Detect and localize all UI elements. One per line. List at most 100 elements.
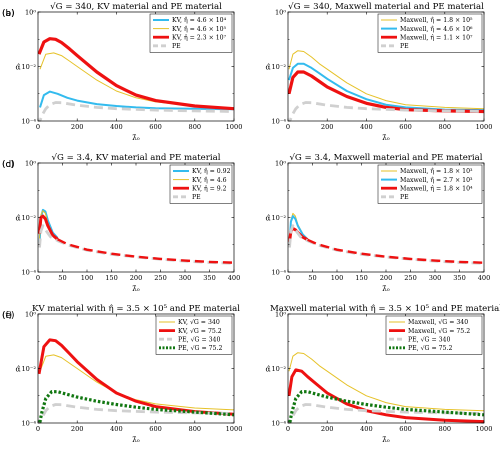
y-tick-label: 10⁻⁴	[21, 420, 36, 428]
legend-entry: PE	[400, 43, 409, 50]
x-tick-label: 300	[429, 274, 442, 282]
y-tick-label: 10⁻⁴	[271, 269, 286, 277]
panel-label: (d)	[2, 160, 15, 170]
y-tick-label: 10⁰	[275, 311, 286, 319]
legend-entry: KV, √G = 75.2	[178, 328, 222, 335]
y-tick-label: 10⁻²	[21, 365, 36, 373]
chart-title: √G = 3.4, KV material and PE material	[52, 153, 221, 163]
x-tick-label: 0	[286, 425, 290, 433]
x-axis-label: λ̂ₒ	[132, 133, 140, 142]
legend-entry: Maxwell, √G = 75.2	[408, 328, 470, 335]
x-tick-label: 200	[321, 123, 334, 131]
legend-entry: KV, η̂ = 9.2	[192, 185, 227, 192]
chart-panel: (b) √G = 340, Maxwell material and PE mat…	[2, 2, 492, 142]
x-tick-label: 400	[228, 274, 241, 282]
x-tick-label: 600	[399, 123, 412, 131]
x-tick-label: 350	[453, 274, 466, 282]
panel-label: (c)	[2, 160, 14, 170]
chart-panel: (e) KV material with η̂ = 3.5 × 10⁵ and P…	[2, 303, 242, 444]
y-axis-label: α̂	[15, 63, 20, 72]
series-line	[288, 403, 484, 423]
y-tick-label: 10⁰	[25, 160, 36, 168]
x-tick-label: 600	[399, 425, 412, 433]
legend: KV, √G = 340 KV, √G = 75.2PE, √G = 340 PE,…	[155, 315, 233, 355]
chart-title: Maxwell material with η̂ = 3.5 × 10⁵ and…	[270, 303, 500, 314]
x-tick-label: 200	[130, 274, 143, 282]
y-tick-label: 10⁻⁴	[271, 118, 286, 126]
x-tick-label: 0	[36, 123, 40, 131]
x-tick-label: 800	[189, 425, 202, 433]
x-tick-label: 0	[286, 123, 290, 131]
legend-entry: KV, η̂ = 4.6 × 10⁴	[172, 17, 227, 24]
legend-entry: KV, η̂ = 0.92	[192, 168, 231, 175]
y-tick-label: 10⁻⁴	[271, 420, 286, 428]
x-tick-label: 50	[58, 274, 66, 282]
y-tick-label: 10⁻⁴	[21, 118, 36, 126]
legend-entry: Maxwell, η̂ = 1.8 × 10³	[400, 168, 473, 175]
y-tick-label: 10⁻⁴	[21, 269, 36, 277]
legend: Maxwell, η̂ = 1.8 × 10⁵ Maxwell, η̂ = 4.6…	[377, 13, 483, 53]
legend-entry: PE, √G = 340	[178, 336, 220, 343]
y-axis-label: α̂	[15, 365, 20, 374]
y-tick-label: 10⁰	[275, 9, 286, 17]
series-line	[38, 101, 234, 121]
chart-title: KV material with η̂ = 3.5 × 10⁵ and PE m…	[32, 303, 240, 314]
x-tick-label: 200	[380, 274, 393, 282]
x-tick-label: 300	[179, 274, 192, 282]
x-tick-label: 800	[439, 123, 452, 131]
legend-entry: Maxwell, η̂ = 1.8 × 10⁵	[400, 17, 473, 24]
y-axis-label: α̂	[265, 365, 270, 374]
y-tick-label: 10⁻²	[271, 214, 286, 222]
series-line	[39, 90, 234, 111]
y-axis-label: α̂	[15, 214, 20, 223]
series-line	[38, 224, 234, 265]
y-tick-label: 10⁰	[25, 9, 36, 17]
series-line	[288, 101, 484, 121]
legend-entry: PE	[172, 43, 181, 50]
panel-label: (b)	[2, 9, 15, 19]
panel-label: (a)	[2, 9, 15, 19]
x-tick-label: 1000	[476, 425, 493, 433]
x-axis-label: λ̂ₒ	[382, 284, 390, 293]
legend-entry: PE, √G = 75.2	[178, 345, 222, 352]
x-tick-label: 200	[71, 123, 84, 131]
legend-entry: Maxwell, η̂ = 1.8 × 10⁴	[400, 185, 473, 192]
x-tick-label: 400	[360, 123, 373, 131]
series-line	[39, 354, 234, 411]
x-tick-label: 0	[36, 425, 40, 433]
x-tick-label: 350	[203, 274, 216, 282]
series-line	[38, 214, 59, 241]
x-tick-label: 600	[149, 123, 162, 131]
series-group	[288, 212, 484, 265]
legend-entry: KV, η̂ = 4.6	[192, 177, 227, 184]
x-tick-label: 400	[110, 425, 123, 433]
y-tick-label: 10⁰	[25, 311, 36, 319]
legend-entry: KV, η̂ = 2.3 × 10⁷	[172, 34, 227, 41]
x-tick-label: 1000	[226, 425, 243, 433]
series-line	[38, 390, 234, 423]
chart-panel: (d) √G = 3.4, Maxwell material and PE mat…	[2, 153, 490, 293]
legend-entry: PE, √G = 75.2	[408, 345, 452, 352]
series-line	[38, 403, 234, 423]
series-line	[38, 338, 234, 416]
legend-entry: PE, √G = 340	[408, 336, 450, 343]
x-tick-label: 0	[36, 274, 40, 282]
x-tick-label: 200	[71, 425, 84, 433]
x-tick-label: 1000	[476, 123, 493, 131]
legend: Maxwell, η̂ = 1.8 × 10³ Maxwell, η̂ = 2.7…	[377, 164, 483, 204]
series-line	[288, 224, 484, 265]
x-tick-label: 200	[321, 425, 334, 433]
series-group	[288, 50, 484, 121]
legend-entry: Maxwell, √G = 340	[408, 319, 468, 326]
chart-title: √G = 3.4, Maxwell material and PE materi…	[289, 153, 482, 163]
series-line	[288, 62, 484, 112]
series-line	[288, 50, 484, 110]
series-group	[288, 352, 484, 423]
x-axis-label: λ̂ₒ	[132, 435, 140, 444]
x-axis-label: λ̂ₒ	[382, 133, 390, 142]
x-tick-label: 1000	[226, 123, 243, 131]
x-tick-label: 100	[331, 274, 344, 282]
x-axis-label: λ̂ₒ	[132, 284, 140, 293]
